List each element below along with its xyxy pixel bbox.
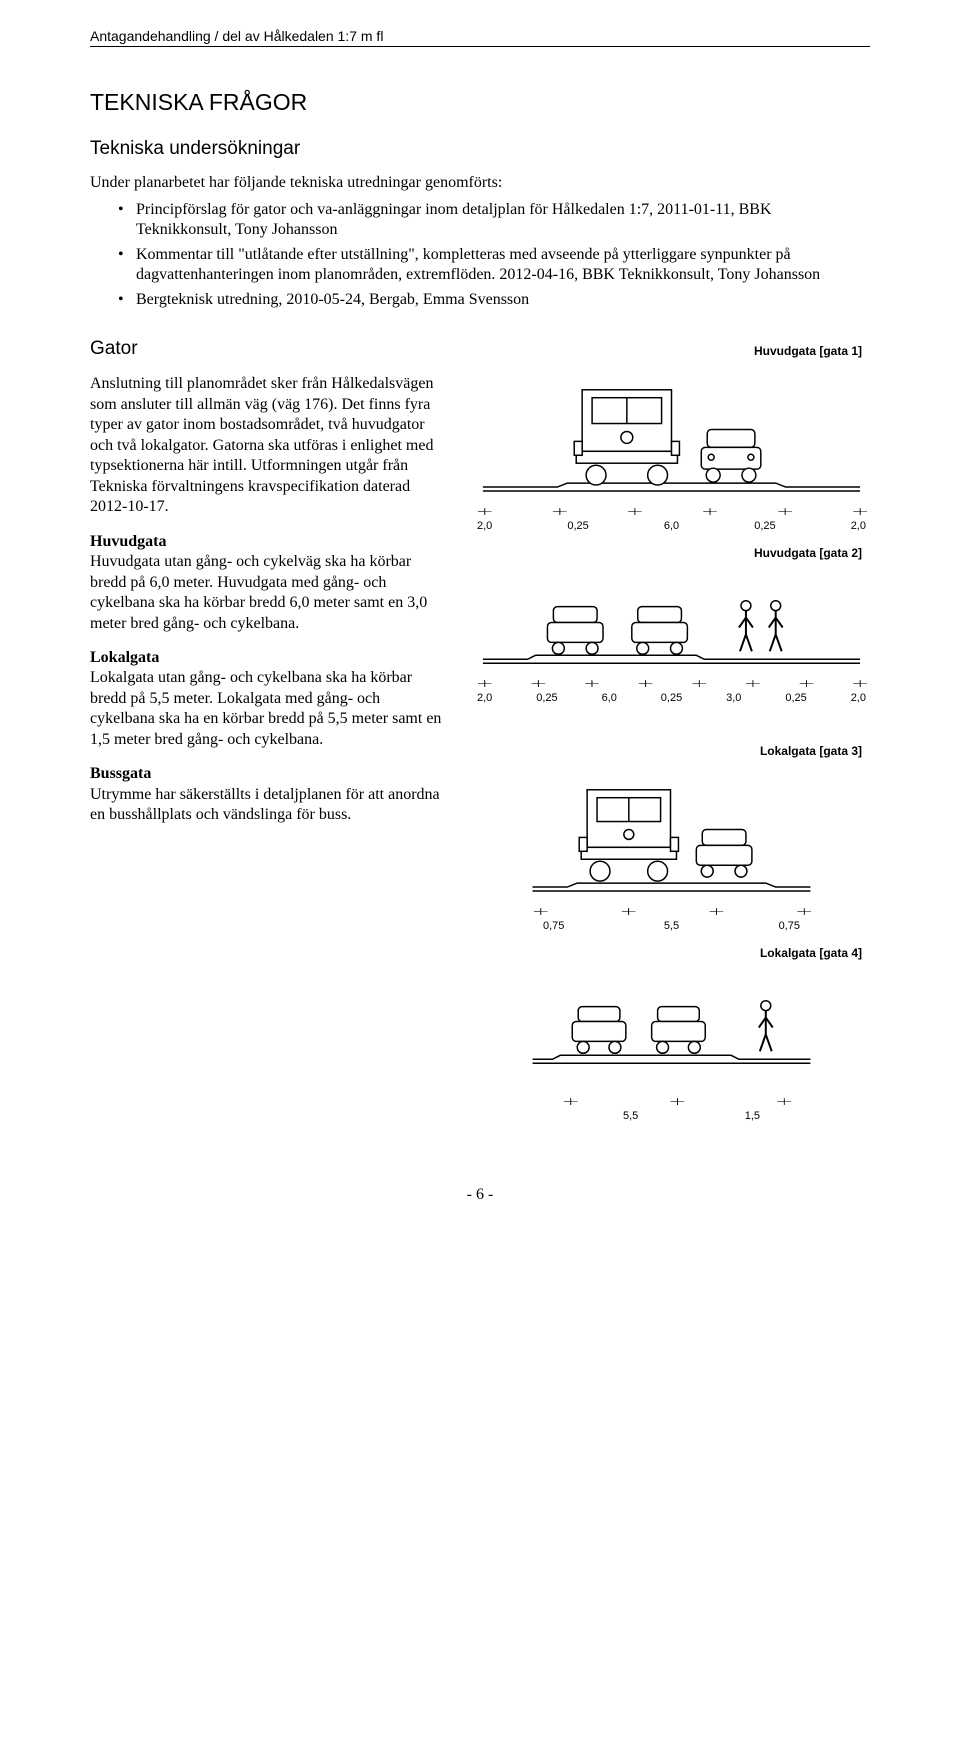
section-heading: TEKNISKA FRÅGOR — [90, 89, 870, 116]
diagram-title: Lokalgata [gata 4] — [473, 946, 870, 960]
diagram-title: Huvudgata [gata 2] — [473, 546, 870, 560]
list-item: Bergteknisk utredning, 2010-05-24, Berga… — [118, 290, 870, 310]
subsection-heading: Tekniska undersökningar — [90, 138, 870, 160]
diagram-gata-3: Lokalgata [gata 3] — [473, 744, 870, 932]
diagram-gata-2: Huvudgata [gata 2] — [473, 546, 870, 704]
dimension-row: 5,5 1,5 — [473, 1110, 870, 1122]
page-header: Antagandehandling / del av Hålkedalen 1:… — [90, 28, 870, 47]
cross-section-svg — [473, 360, 870, 509]
gator-intro: Anslutning till planområdet sker från Hå… — [90, 374, 445, 517]
huvudgata-text: Huvudgata utan gång- och cykelväg ska ha… — [90, 553, 427, 631]
list-item: Kommentar till "utlåtande efter utställn… — [118, 245, 870, 286]
tick-row: ⊣⊢⊣⊢⊣⊢⊣⊢⊣⊢⊣⊢⊣⊢⊣⊢ — [473, 679, 870, 690]
diagram-title: Lokalgata [gata 3] — [473, 744, 870, 758]
bussgata-heading: Bussgata — [90, 765, 151, 782]
cross-section-svg — [473, 962, 870, 1081]
lokalgata-heading: Lokalgata — [90, 649, 159, 666]
gator-heading: Gator — [90, 338, 445, 360]
bussgata-text: Utrymme har säkerställts i detaljplanen … — [90, 786, 440, 823]
dimension-row: 2,0 0,25 6,0 0,25 2,0 — [473, 520, 870, 532]
cross-section-svg — [473, 760, 870, 909]
tick-row: ⊣⊢⊣⊢⊣⊢ — [473, 1097, 870, 1108]
diagram-gata-4: Lokalgata [gata 4] — [473, 946, 870, 1122]
page-number: - 6 - — [90, 1186, 870, 1204]
diagram-title: Huvudgata [gata 1] — [473, 344, 870, 358]
huvudgata-block: Huvudgata Huvudgata utan gång- och cykel… — [90, 532, 445, 634]
lokalgata-text: Lokalgata utan gång- och cykelbana ska h… — [90, 669, 441, 747]
list-item: Principförslag för gator och va-anläggni… — [118, 200, 870, 241]
tick-row: ⊣⊢⊣⊢⊣⊢⊣⊢ — [473, 907, 870, 918]
intro-paragraph: Under planarbetet har följande tekniska … — [90, 174, 870, 192]
lokalgata-block: Lokalgata Lokalgata utan gång- och cykel… — [90, 648, 445, 750]
cross-section-svg — [473, 562, 870, 681]
diagram-gata-1: Huvudgata [gata 1] — [473, 344, 870, 532]
tick-row: ⊣⊢⊣⊢⊣⊢⊣⊢⊣⊢⊣⊢ — [473, 507, 870, 518]
bullets-list: Principförslag för gator och va-anläggni… — [90, 200, 870, 310]
huvudgata-heading: Huvudgata — [90, 533, 166, 550]
bussgata-block: Bussgata Utrymme har säkerställts i deta… — [90, 764, 445, 825]
dimension-row: 2,0 0,25 6,0 0,25 3,0 0,25 2,0 — [473, 692, 870, 704]
dimension-row: 0,75 5,5 0,75 — [473, 920, 870, 932]
